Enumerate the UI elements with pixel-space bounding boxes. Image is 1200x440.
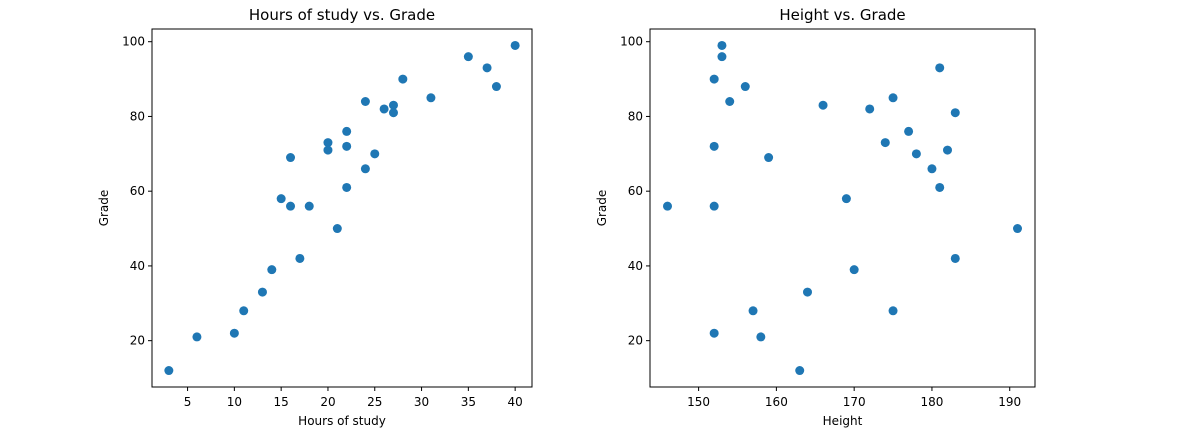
chart-height-vs-grade: Height vs. Grade Height Grade 150 160 170 1… bbox=[595, 6, 1036, 428]
data-point bbox=[463, 52, 473, 62]
data-point bbox=[904, 126, 914, 136]
x-tick-label: 160 bbox=[765, 395, 788, 409]
data-point bbox=[663, 201, 672, 211]
x-tick-label: 35 bbox=[461, 395, 476, 409]
data-point bbox=[342, 182, 352, 192]
data-point bbox=[935, 182, 945, 192]
chart-hours-vs-grade: Hours of study vs. Grade Hours of study … bbox=[97, 6, 533, 428]
data-point bbox=[342, 141, 352, 151]
chart-title: Height vs. Grade bbox=[779, 6, 905, 24]
data-point bbox=[748, 306, 758, 316]
x-tick-label: 190 bbox=[998, 395, 1021, 409]
y-tick-label: 20 bbox=[628, 334, 643, 348]
data-point bbox=[803, 287, 812, 297]
x-tick-label: 5 bbox=[184, 395, 192, 409]
x-ticks: 150 160 170 180 190 bbox=[687, 387, 1021, 409]
x-tick-label: 170 bbox=[843, 395, 866, 409]
data-point bbox=[818, 100, 828, 110]
data-point bbox=[880, 138, 890, 148]
data-point bbox=[709, 201, 719, 211]
y-axis-label: Grade bbox=[595, 190, 609, 227]
data-point bbox=[267, 265, 277, 275]
y-tick-label: 40 bbox=[628, 259, 643, 273]
data-point bbox=[841, 194, 851, 204]
y-tick-label: 80 bbox=[130, 109, 145, 123]
data-point bbox=[482, 63, 492, 73]
x-tick-label: 20 bbox=[320, 395, 335, 409]
x-tick-label: 30 bbox=[414, 395, 429, 409]
x-axis-label: Height bbox=[823, 414, 863, 428]
data-point bbox=[304, 201, 314, 211]
y-tick-label: 80 bbox=[628, 109, 643, 123]
y-axis-label: Grade bbox=[97, 190, 111, 227]
data-point bbox=[849, 265, 859, 275]
x-tick-label: 15 bbox=[274, 395, 289, 409]
x-ticks: 5 10 15 20 25 30 35 40 bbox=[184, 387, 523, 409]
data-point bbox=[709, 328, 719, 338]
data-point bbox=[950, 253, 960, 263]
data-points bbox=[164, 40, 520, 376]
data-point bbox=[888, 306, 898, 316]
data-point bbox=[491, 82, 501, 92]
data-point bbox=[286, 153, 296, 163]
x-tick-label: 180 bbox=[920, 395, 943, 409]
chart-title: Hours of study vs. Grade bbox=[249, 6, 435, 24]
data-point bbox=[295, 253, 305, 263]
data-point bbox=[398, 74, 408, 84]
data-point bbox=[709, 74, 719, 84]
x-tick-label: 40 bbox=[508, 395, 523, 409]
data-point bbox=[725, 96, 735, 106]
data-point bbox=[342, 126, 352, 136]
y-ticks: 20 40 60 80 100 bbox=[122, 35, 152, 348]
data-point bbox=[717, 52, 727, 62]
data-point bbox=[229, 328, 239, 338]
data-point bbox=[323, 145, 333, 155]
data-point bbox=[740, 82, 750, 92]
data-point bbox=[164, 366, 174, 376]
data-point bbox=[370, 149, 380, 159]
x-tick-label: 25 bbox=[367, 395, 382, 409]
y-tick-label: 60 bbox=[628, 184, 643, 198]
data-point bbox=[388, 100, 398, 110]
data-point bbox=[388, 108, 398, 118]
data-point bbox=[795, 366, 805, 376]
data-point bbox=[865, 104, 875, 114]
data-point bbox=[764, 153, 774, 163]
data-point bbox=[276, 194, 286, 204]
plot-frame bbox=[151, 28, 533, 388]
y-tick-label: 100 bbox=[620, 35, 643, 49]
data-point bbox=[911, 149, 921, 159]
y-tick-label: 40 bbox=[130, 259, 145, 273]
data-point bbox=[426, 93, 436, 103]
data-point bbox=[943, 145, 952, 155]
data-point bbox=[1013, 224, 1022, 234]
data-point bbox=[950, 108, 960, 118]
data-point bbox=[332, 224, 342, 234]
data-point bbox=[239, 306, 249, 316]
data-point bbox=[717, 40, 727, 50]
data-point bbox=[510, 40, 520, 50]
data-point bbox=[257, 287, 267, 297]
y-tick-label: 20 bbox=[130, 334, 145, 348]
x-axis-label: Hours of study bbox=[298, 414, 386, 428]
data-point bbox=[286, 201, 296, 211]
data-point bbox=[888, 93, 898, 103]
x-tick-label: 10 bbox=[227, 395, 242, 409]
data-point bbox=[935, 63, 945, 73]
y-tick-label: 100 bbox=[122, 35, 145, 49]
data-point bbox=[192, 332, 202, 342]
data-point bbox=[323, 138, 333, 148]
data-point bbox=[379, 104, 389, 114]
plot-frame bbox=[649, 28, 1036, 388]
data-point bbox=[360, 96, 370, 106]
y-ticks: 20 40 60 80 100 bbox=[620, 35, 650, 348]
data-point bbox=[756, 332, 766, 342]
data-point bbox=[927, 164, 937, 174]
data-point bbox=[709, 141, 719, 151]
y-tick-label: 60 bbox=[130, 184, 145, 198]
x-tick-label: 150 bbox=[687, 395, 710, 409]
data-points bbox=[663, 40, 1022, 376]
data-point bbox=[360, 164, 370, 174]
